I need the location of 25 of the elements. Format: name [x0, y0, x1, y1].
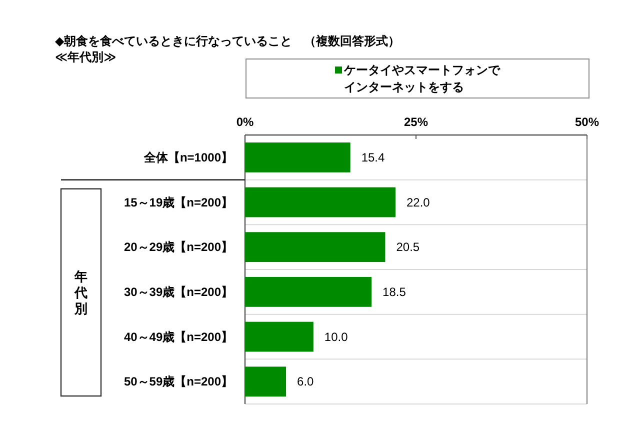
legend-label: ケータイやスマートフォンでインターネットをする: [343, 63, 501, 94]
y-tick-label: 50～59歳【n=200】: [124, 374, 233, 389]
bar: [245, 322, 314, 352]
data-label: 6.0: [297, 374, 314, 389]
bar: [245, 142, 350, 172]
x-tick-label: 0%: [236, 115, 254, 129]
data-label: 15.4: [361, 150, 386, 164]
y-tick-label: 30～39歳【n=200】: [124, 284, 233, 299]
bar: [245, 187, 396, 218]
data-label: 18.5: [382, 284, 406, 299]
x-tick-label: 50%: [574, 115, 600, 129]
data-label: 20.5: [396, 240, 420, 254]
bar: [245, 232, 386, 262]
x-tick-label: 25%: [404, 115, 428, 129]
y-tick-label: 20～29歳【n=200】: [124, 240, 233, 254]
text: 年代別: [74, 268, 88, 316]
chart-title: ◆朝食を食べているときに行なっていること （複数回答形式）: [55, 34, 400, 48]
y-tick-label: 40～49歳【n=200】: [124, 330, 233, 344]
y-tick-label: 15～19歳【n=200】: [124, 195, 233, 210]
y-tick-label: 全体【n=1000】: [142, 150, 233, 164]
data-label: 10.0: [324, 330, 348, 344]
bar: [245, 366, 286, 397]
data-label: 22.0: [406, 195, 430, 210]
text: ≪年代別≫: [55, 50, 116, 64]
bar: [245, 276, 372, 307]
